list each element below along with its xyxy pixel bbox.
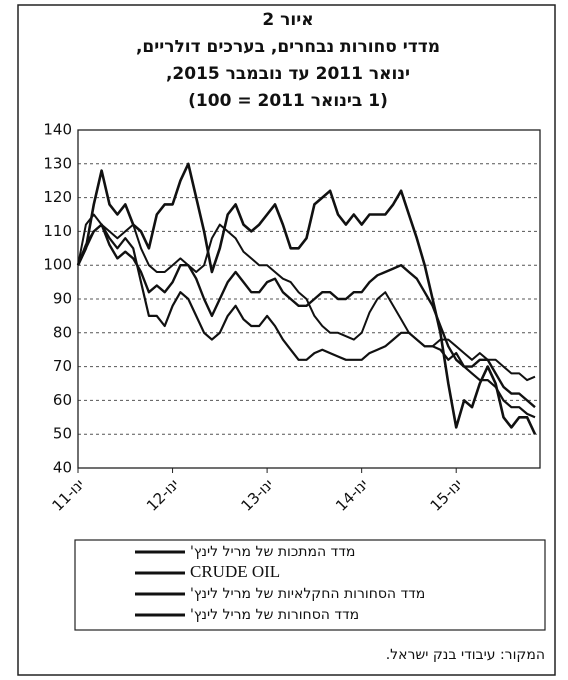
y-tick-label: 110 [43, 222, 72, 240]
series-line [76, 162, 537, 435]
y-tick-label: 70 [53, 357, 72, 375]
y-tick-label: 90 [53, 290, 72, 308]
y-tick-label: 60 [53, 391, 72, 409]
y-tick-label: 100 [43, 256, 72, 274]
y-tick-label: 140 [43, 121, 72, 139]
y-tick-label: 50 [53, 425, 72, 443]
y-tick-label: 130 [43, 154, 72, 172]
y-tick-label: 120 [43, 188, 72, 206]
x-tick-label: ינו-11 [48, 475, 88, 515]
chart-title: איור 2 [262, 10, 313, 30]
legend-label: מדד הסחורות של מריל לינץ' [190, 607, 359, 623]
x-tick-label: ינו-13 [238, 475, 278, 515]
chart-title: מדדי סחורות נבחרים, בערכים דולריים, [136, 37, 440, 57]
y-tick-label: 80 [53, 323, 72, 341]
legend-label: מדד הסחורות החקלאיות של מריל לינץ' [190, 586, 425, 602]
x-tick-label: ינו-12 [143, 475, 183, 515]
chart-title: (1 בינואר 2011 = 100) [188, 91, 388, 111]
source-note: המקור: עיבודי בנק ישראל. [386, 647, 545, 663]
y-tick-label: 40 [53, 459, 72, 477]
series-line [76, 223, 536, 409]
series-line [77, 213, 536, 382]
plot-area [77, 129, 541, 469]
frame [17, 4, 556, 676]
legend-label: מדד המתכות של מריל לינץ' [190, 544, 355, 560]
x-tick-label: ינו-15 [427, 475, 467, 515]
chart-title: ינואר 2011 עד נובמבר 2015, [166, 64, 410, 84]
legend-box [74, 539, 546, 631]
x-tick-label: ינו-14 [332, 475, 372, 515]
series-line [77, 223, 536, 419]
legend-label: CRUDE OIL [190, 562, 280, 581]
